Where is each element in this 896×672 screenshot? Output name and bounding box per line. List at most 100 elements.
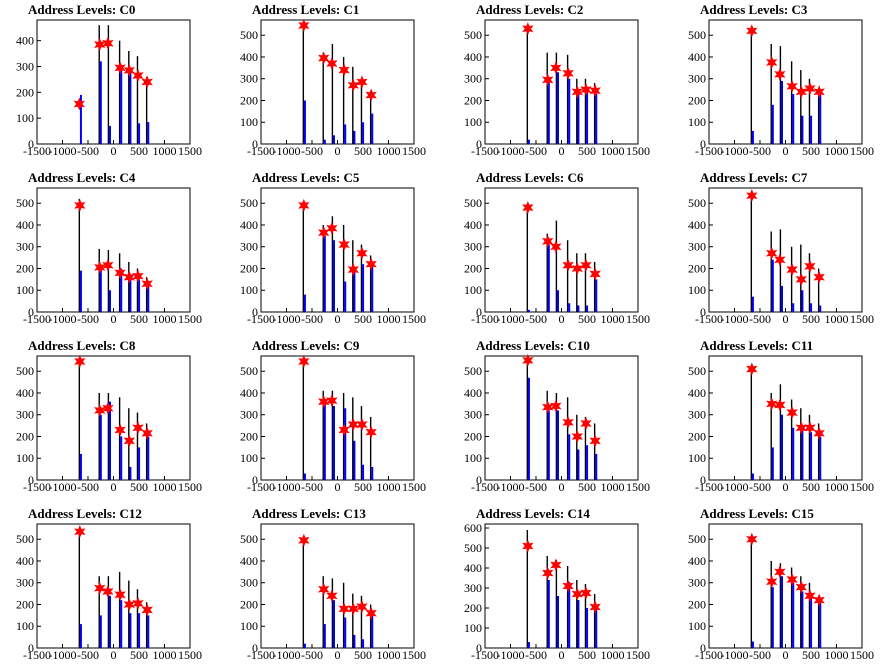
x-tick-label: -1000: [273, 648, 301, 662]
y-tick-label: 0: [252, 137, 258, 151]
chart-svg: Address Levels: C70100200300400500-1500-…: [688, 170, 874, 326]
x-tick-label: -500: [77, 480, 99, 494]
plot-frame: [708, 19, 863, 145]
x-tick-label: -500: [525, 144, 547, 158]
star-marker: [550, 240, 562, 254]
y-tick-label: 0: [28, 641, 34, 655]
y-tick-label: 100: [464, 283, 482, 297]
star-marker: [298, 533, 310, 547]
y-tick-label: 400: [464, 561, 482, 575]
y-tick-label: 500: [16, 532, 34, 546]
x-tick-label: 1500: [626, 648, 650, 662]
star-marker: [804, 81, 816, 96]
star-marker: [580, 586, 592, 600]
chart-title: Address Levels: C1: [252, 2, 359, 17]
x-tick-label: -1000: [49, 144, 77, 158]
x-tick-label: 500: [802, 144, 820, 158]
star-marker: [141, 426, 153, 440]
star-marker: [589, 434, 601, 448]
y-tick-label: 300: [16, 408, 34, 422]
star-marker: [298, 198, 310, 212]
y-tick-label: 100: [240, 115, 258, 129]
x-tick-label: 1500: [626, 312, 650, 326]
plot-frame: [36, 19, 191, 145]
star-marker: [766, 575, 778, 589]
y-tick-label: 100: [240, 283, 258, 297]
y-tick-label: 500: [464, 196, 482, 210]
y-tick-label: 500: [688, 364, 706, 378]
star-marker: [132, 68, 144, 83]
x-tick-label: -1000: [497, 144, 525, 158]
plot-frame: [260, 523, 415, 649]
chart-panel: Address Levels: C5 0 100 200 300 400 500 -1500-…: [224, 168, 448, 336]
x-tick-label: 1000: [377, 144, 401, 158]
x-tick-label: -500: [749, 480, 771, 494]
star-marker: [114, 266, 126, 280]
star-marker: [804, 259, 816, 273]
y-tick-label: 100: [240, 619, 258, 633]
x-tick-label: -1000: [721, 480, 749, 494]
x-tick-label: -1500: [471, 480, 499, 494]
x-tick-label: 1000: [377, 648, 401, 662]
chart-title: Address Levels: C11: [700, 338, 813, 353]
chart-svg: Address Levels: C90100200300400500-1500-…: [240, 338, 426, 494]
chart-title: Address Levels: C4: [28, 170, 136, 185]
y-tick-label: 100: [688, 451, 706, 465]
y-tick-label: 200: [464, 601, 482, 615]
y-tick-label: 100: [16, 111, 34, 125]
x-tick-label: -1000: [497, 648, 525, 662]
y-tick-label: 500: [240, 532, 258, 546]
y-tick-label: 500: [688, 196, 706, 210]
star-marker: [746, 189, 758, 203]
plot-frame: [708, 355, 863, 481]
x-tick-label: -500: [749, 312, 771, 326]
star-marker: [74, 198, 86, 212]
x-tick-label: -1500: [23, 312, 51, 326]
x-tick-label: 0: [559, 480, 565, 494]
y-tick-label: 0: [252, 641, 258, 655]
star-marker: [550, 61, 562, 75]
y-tick-label: 200: [464, 93, 482, 107]
star-marker: [338, 602, 350, 616]
y-tick-label: 0: [476, 641, 482, 655]
x-tick-label: -500: [301, 648, 323, 662]
y-tick-label: 0: [252, 473, 258, 487]
x-tick-label: -1000: [273, 144, 301, 158]
x-tick-label: -500: [525, 480, 547, 494]
x-tick-label: 1000: [825, 144, 849, 158]
y-tick-label: 300: [688, 72, 706, 86]
x-tick-label: -500: [77, 144, 99, 158]
x-tick-label: 1500: [402, 648, 426, 662]
y-tick-label: 100: [16, 619, 34, 633]
x-tick-label: 500: [354, 480, 372, 494]
x-tick-label: 1000: [153, 480, 177, 494]
y-tick-label: 300: [464, 408, 482, 422]
y-tick-label: 0: [476, 305, 482, 319]
star-marker: [365, 257, 377, 271]
x-tick-label: 1000: [153, 312, 177, 326]
x-tick-label: 0: [783, 312, 789, 326]
star-marker: [795, 421, 808, 435]
chart-panel: Address Levels: C3 0 100 200 300 400 500 -1500-…: [672, 0, 896, 168]
x-tick-label: -1000: [721, 648, 749, 662]
x-tick-label: -1500: [247, 648, 275, 662]
plot-frame: [36, 187, 191, 313]
x-tick-label: -500: [77, 648, 99, 662]
y-tick-label: 500: [688, 532, 706, 546]
y-tick-label: 400: [688, 218, 706, 232]
star-marker: [123, 63, 136, 77]
y-tick-label: 400: [464, 218, 482, 232]
star-marker: [580, 83, 592, 97]
y-tick-label: 400: [240, 554, 258, 568]
y-tick-label: 500: [240, 364, 258, 378]
y-tick-label: 300: [16, 576, 34, 590]
star-marker: [298, 18, 310, 33]
star-marker: [123, 434, 136, 448]
chart-svg: Address Levels: C11 0 100 200 300 400 500 -1500…: [688, 338, 874, 494]
x-tick-label: -1000: [49, 312, 77, 326]
star-marker: [766, 246, 778, 260]
y-tick-label: 200: [688, 93, 706, 107]
x-tick-label: -500: [525, 648, 547, 662]
star-marker: [542, 566, 554, 580]
chart-panel: Address Levels: C14 0 100 200 300 400 500 600 -1…: [448, 504, 672, 672]
